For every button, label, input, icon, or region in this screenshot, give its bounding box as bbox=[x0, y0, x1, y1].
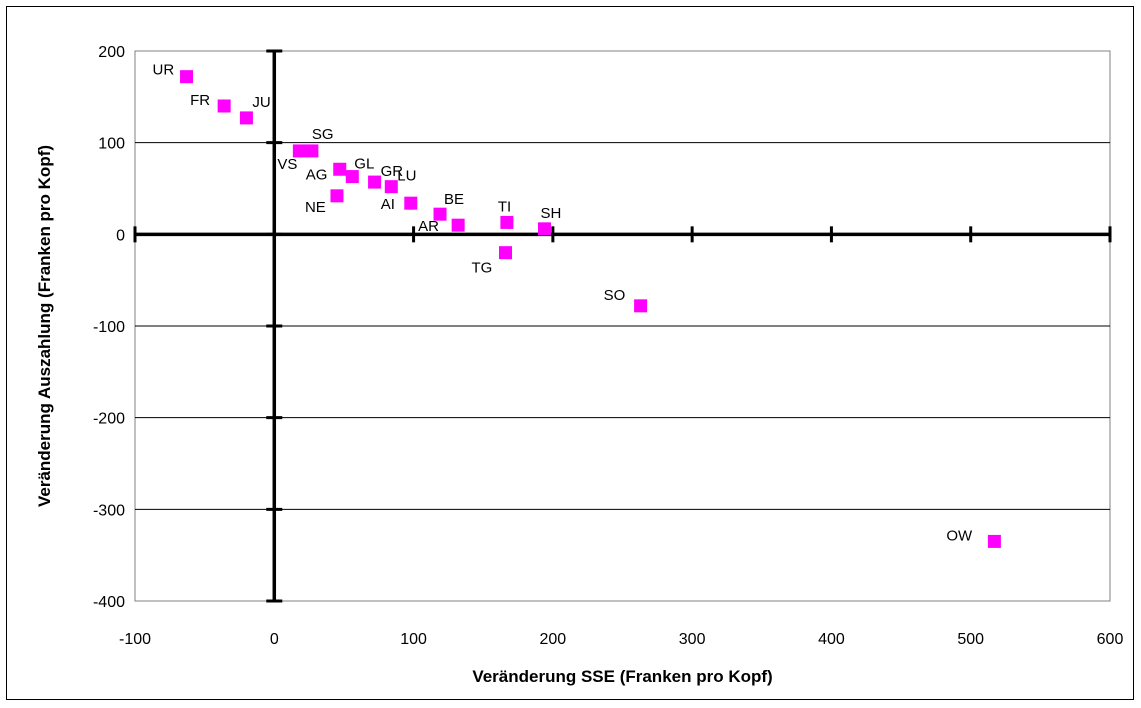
data-point-sg bbox=[305, 144, 319, 158]
y-tick-label: 0 bbox=[116, 227, 125, 244]
data-point-gr bbox=[368, 175, 382, 189]
data-point-gl bbox=[345, 170, 359, 184]
data-point-so bbox=[634, 299, 648, 313]
point-label-ne: NE bbox=[305, 199, 326, 216]
data-point-ag bbox=[333, 162, 347, 176]
point-label-sh: SH bbox=[541, 205, 562, 222]
x-tick-label: 200 bbox=[540, 631, 567, 648]
point-label-lu: LU bbox=[397, 168, 416, 185]
point-label-gl: GL bbox=[354, 156, 374, 173]
x-tick-label: -100 bbox=[119, 631, 151, 648]
data-point-sh bbox=[538, 222, 551, 236]
point-label-tg: TG bbox=[472, 260, 493, 277]
point-label-ar: AR bbox=[418, 218, 439, 235]
y-tick-label: -300 bbox=[93, 502, 125, 519]
data-point-vs bbox=[292, 144, 306, 158]
point-label-vs: VS bbox=[277, 156, 297, 173]
data-point-ow bbox=[987, 534, 1001, 548]
point-label-ti: TI bbox=[498, 198, 511, 215]
data-point-ne bbox=[330, 189, 344, 203]
x-tick-label: 400 bbox=[818, 631, 845, 648]
data-point-fr bbox=[217, 99, 231, 113]
point-label-ai: AI bbox=[381, 196, 395, 213]
point-label-ag: AG bbox=[306, 166, 328, 183]
x-tick-label: 100 bbox=[400, 631, 427, 648]
data-point-ai bbox=[404, 196, 418, 210]
y-tick-label: -200 bbox=[93, 411, 125, 428]
point-label-be: BE bbox=[444, 191, 464, 208]
chart-frame bbox=[6, 6, 1134, 700]
data-point-ju bbox=[239, 111, 253, 125]
y-axis-title: Veränderung Auszahlung (Franken pro Kopf… bbox=[35, 145, 54, 507]
point-label-so: SO bbox=[604, 287, 626, 304]
data-point-ar bbox=[451, 218, 465, 232]
point-label-ur: UR bbox=[153, 62, 175, 79]
tick-labels: -100 0 100 200 300 400 500 600 -400 -300 -200 -100 0… bbox=[93, 44, 1123, 648]
point-label-ju: JU bbox=[252, 94, 270, 111]
data-point-tg bbox=[499, 246, 512, 260]
point-label-fr: FR bbox=[190, 92, 210, 109]
y-tick-label: -400 bbox=[93, 594, 125, 611]
x-tick-label: 500 bbox=[957, 631, 984, 648]
data-points bbox=[180, 70, 1001, 548]
x-tick-label: 300 bbox=[679, 631, 706, 648]
axes bbox=[133, 49, 1112, 603]
x-tick-label: 600 bbox=[1097, 631, 1124, 648]
data-point-be bbox=[433, 207, 447, 221]
point-label-ow: OW bbox=[946, 527, 973, 544]
y-tick-label: 100 bbox=[98, 136, 125, 153]
x-tick-label: 0 bbox=[270, 631, 279, 648]
point-label-gr: GR bbox=[381, 163, 404, 180]
data-point-ti bbox=[500, 215, 514, 229]
data-point-ur bbox=[180, 70, 194, 84]
x-axis-title: Veränderung SSE (Franken pro Kopf) bbox=[472, 667, 772, 686]
y-tick-label: 200 bbox=[98, 44, 125, 61]
point-label-sg: SG bbox=[312, 126, 334, 143]
data-point-lu bbox=[384, 180, 398, 194]
y-tick-label: -100 bbox=[93, 319, 125, 336]
